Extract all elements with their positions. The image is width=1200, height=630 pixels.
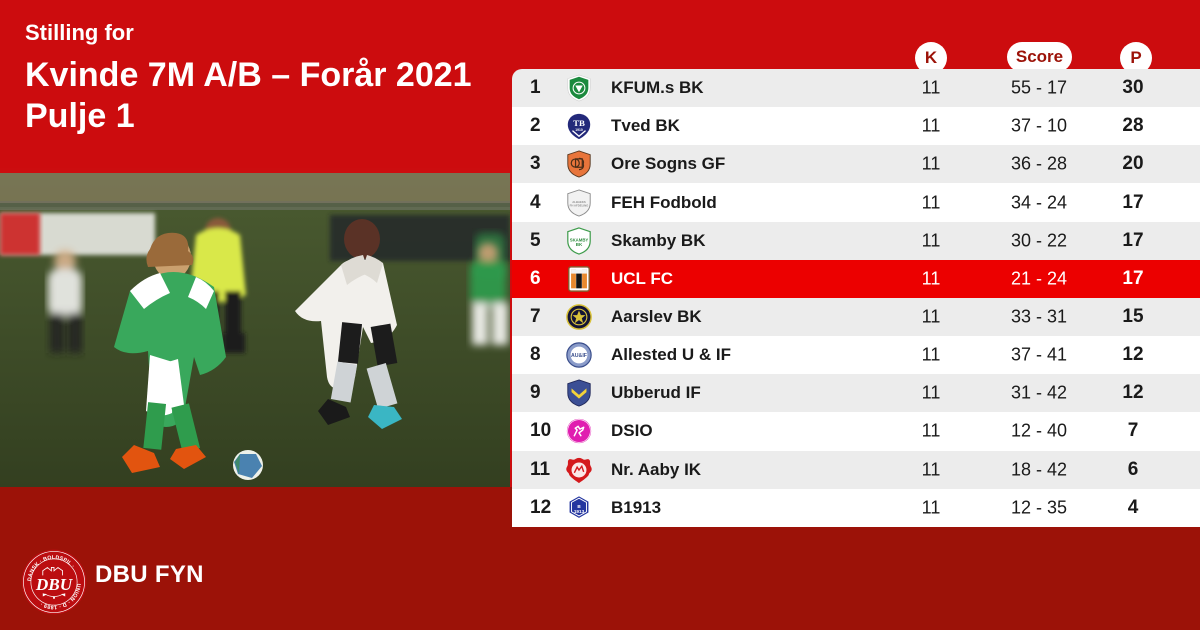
svg-text:BK: BK bbox=[576, 242, 583, 247]
svg-text:DBU: DBU bbox=[35, 575, 74, 594]
svg-text:FH AFDELING: FH AFDELING bbox=[570, 203, 589, 207]
svg-text:1913: 1913 bbox=[574, 509, 585, 514]
svg-text:AU&IF: AU&IF bbox=[571, 353, 587, 359]
svg-text:TB: TB bbox=[573, 118, 585, 128]
svg-text:1910: 1910 bbox=[575, 128, 583, 132]
